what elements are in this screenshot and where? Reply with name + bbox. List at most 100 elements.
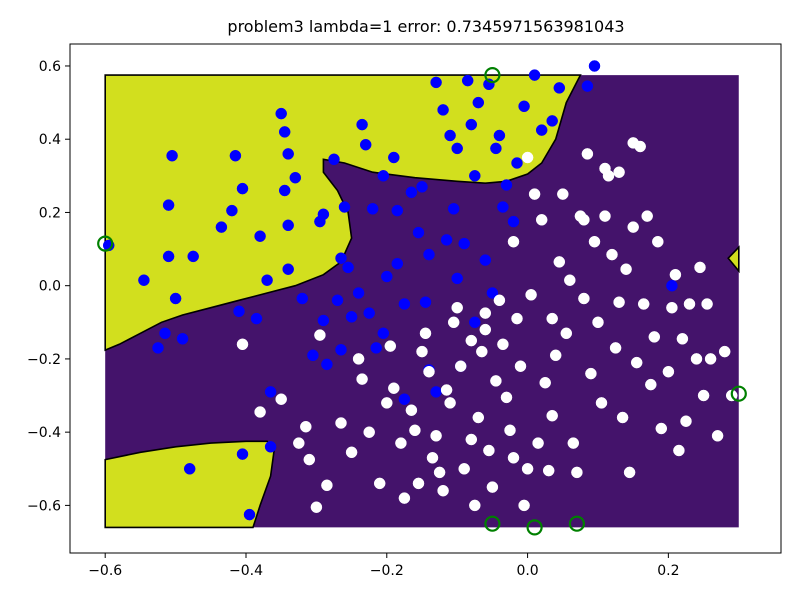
- white-point: [701, 298, 713, 310]
- white-point: [254, 406, 266, 418]
- blue-point: [490, 142, 502, 155]
- blue-point: [535, 124, 548, 136]
- blue-point: [183, 463, 196, 475]
- white-point: [447, 316, 460, 329]
- blue-point: [497, 201, 509, 213]
- white-point: [314, 329, 326, 341]
- blue-point: [518, 100, 530, 113]
- blue-point: [187, 250, 199, 263]
- blue-point: [381, 270, 393, 283]
- white-point: [669, 268, 682, 281]
- blue-point: [461, 74, 474, 87]
- white-point: [405, 404, 418, 416]
- highlight-ring-point: [97, 235, 114, 252]
- white-point: [662, 365, 675, 378]
- blue-point: [229, 149, 242, 162]
- white-point: [465, 433, 478, 446]
- blue-point: [451, 142, 463, 155]
- blue-point: [391, 257, 404, 270]
- x-tick-label: 0.0: [516, 563, 538, 579]
- white-point: [507, 452, 520, 464]
- blue-point: [282, 148, 294, 160]
- white-point: [423, 365, 435, 378]
- white-point: [627, 137, 639, 149]
- highlight-ring-point: [730, 385, 747, 402]
- white-point: [419, 327, 432, 340]
- white-point: [303, 453, 316, 466]
- blue-point: [233, 305, 245, 318]
- blue-point: [377, 327, 390, 340]
- white-point: [373, 477, 386, 490]
- white-point: [648, 331, 661, 343]
- white-point: [560, 327, 573, 340]
- white-point: [275, 393, 287, 405]
- blue-point: [275, 107, 287, 120]
- white-point: [539, 376, 551, 389]
- white-point: [437, 484, 449, 497]
- blue-point: [356, 118, 368, 131]
- white-point: [458, 463, 470, 475]
- white-point: [620, 263, 632, 275]
- white-point: [426, 452, 439, 464]
- white-point: [609, 342, 622, 354]
- white-point: [606, 248, 618, 261]
- plot-area: [97, 60, 747, 536]
- white-point: [511, 312, 523, 325]
- white-point: [518, 499, 530, 512]
- blue-point: [666, 279, 678, 292]
- white-point: [655, 422, 668, 435]
- blue-point: [444, 129, 456, 142]
- white-point: [521, 151, 534, 164]
- white-point: [500, 391, 513, 404]
- blue-point: [398, 298, 411, 310]
- y-tick-label: −0.6: [27, 498, 61, 514]
- blue-point: [317, 208, 330, 221]
- white-point: [310, 501, 323, 513]
- blue-point: [215, 221, 228, 233]
- white-point: [599, 162, 611, 175]
- white-point: [592, 316, 604, 329]
- white-point: [236, 338, 249, 351]
- blue-point: [282, 263, 294, 275]
- white-point: [542, 464, 555, 477]
- blue-point: [430, 76, 442, 89]
- white-point: [525, 289, 537, 301]
- white-point: [599, 210, 611, 222]
- blue-point: [236, 182, 249, 195]
- x-tick-label: −0.4: [229, 563, 263, 579]
- white-point: [335, 417, 347, 429]
- blue-point: [317, 314, 330, 327]
- class-1-region-right: [727, 245, 740, 274]
- blue-point: [412, 226, 425, 239]
- x-axis: −0.6 −0.4 −0.2 0.0 0.2: [88, 553, 679, 579]
- blue-point: [176, 333, 189, 345]
- white-point: [486, 481, 499, 493]
- white-point: [666, 301, 678, 314]
- blue-point: [289, 171, 302, 184]
- blue-point: [500, 179, 513, 191]
- blue-point: [588, 60, 601, 72]
- data-points: [97, 60, 747, 536]
- blue-point: [437, 104, 449, 116]
- blue-point: [451, 272, 463, 285]
- blue-point: [159, 327, 171, 340]
- white-point: [412, 477, 425, 490]
- blue-point: [338, 201, 351, 213]
- white-point: [616, 411, 629, 424]
- white-point: [352, 353, 365, 365]
- highlight-ring-point: [526, 519, 543, 536]
- white-point: [493, 294, 506, 307]
- white-point: [711, 430, 724, 442]
- white-point: [479, 307, 492, 319]
- white-point: [697, 389, 710, 402]
- blue-point: [447, 203, 460, 215]
- blue-point: [405, 186, 418, 199]
- blue-point: [321, 358, 333, 371]
- blue-point: [296, 292, 309, 305]
- blue-point: [419, 296, 432, 308]
- white-point: [595, 397, 608, 409]
- blue-point: [553, 82, 566, 94]
- blue-point: [328, 153, 340, 166]
- blue-point: [162, 199, 175, 211]
- blue-point: [465, 118, 478, 131]
